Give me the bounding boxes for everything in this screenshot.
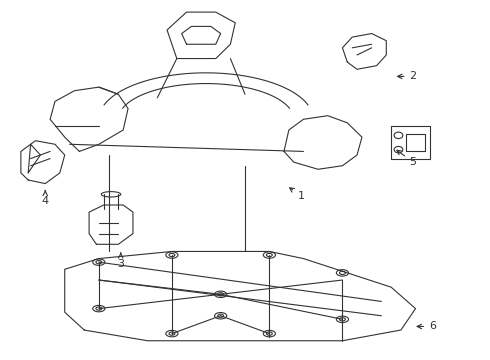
Text: 5: 5 (397, 150, 416, 167)
Text: 4: 4 (42, 191, 49, 206)
Text: 2: 2 (397, 71, 416, 81)
Text: 1: 1 (290, 188, 304, 201)
Text: 3: 3 (117, 253, 124, 269)
Text: 6: 6 (417, 321, 436, 332)
